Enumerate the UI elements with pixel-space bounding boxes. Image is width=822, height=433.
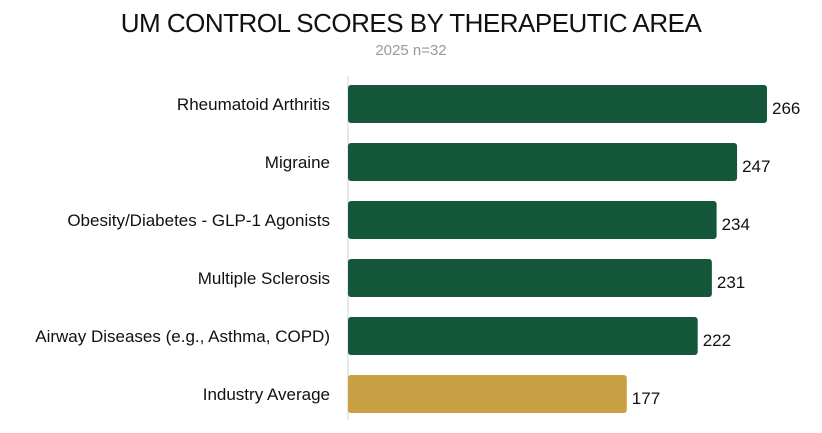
value-label: 177 — [632, 389, 660, 408]
category-label: Rheumatoid Arthritis — [177, 95, 330, 114]
category-label: Industry Average — [203, 385, 330, 404]
category-label: Airway Diseases (e.g., Asthma, COPD) — [35, 327, 330, 346]
value-label: 247 — [742, 157, 770, 176]
bar — [348, 201, 717, 239]
value-label: 266 — [772, 99, 800, 118]
bar — [348, 85, 767, 123]
chart-subtitle: 2025 n=32 — [375, 42, 447, 59]
bar — [348, 375, 627, 413]
value-label: 234 — [722, 215, 750, 234]
chart-title: UM CONTROL SCORES BY THERAPEUTIC AREA — [120, 8, 702, 38]
category-label: Multiple Sclerosis — [198, 269, 330, 288]
bar — [348, 317, 698, 355]
bar — [348, 259, 712, 297]
bar — [348, 143, 738, 181]
value-label: 222 — [703, 331, 731, 350]
category-label: Obesity/Diabetes - GLP-1 Agonists — [67, 211, 330, 230]
value-label: 231 — [717, 273, 745, 292]
category-label: Migraine — [265, 153, 330, 172]
